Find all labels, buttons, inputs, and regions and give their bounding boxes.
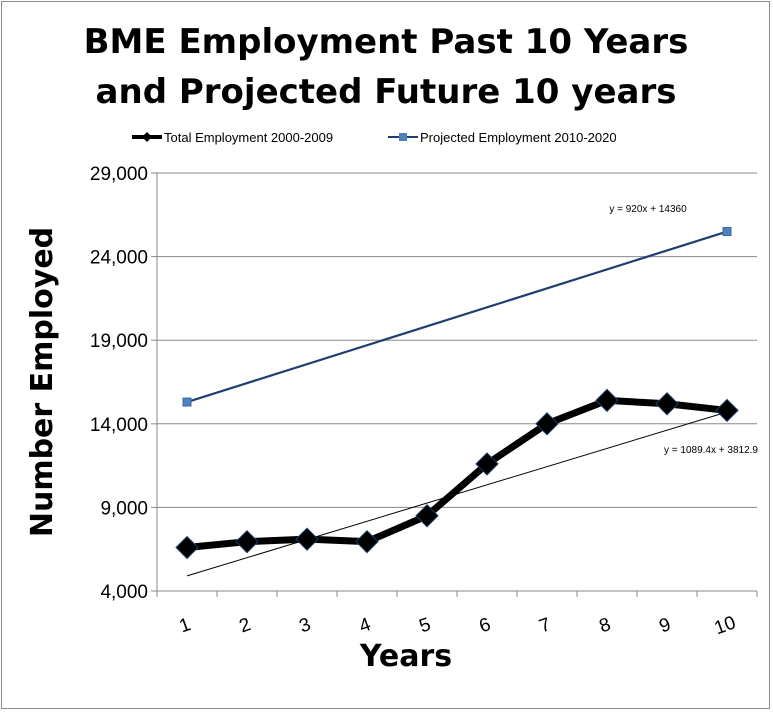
gridlines xyxy=(151,172,757,592)
legend-marker-projected xyxy=(399,133,407,141)
projected-point xyxy=(182,397,192,407)
trend-equation-total: y = 1089.4x + 3812.9 xyxy=(664,445,758,456)
x-tick-label: 10 xyxy=(712,612,739,639)
x-tick-label: 6 xyxy=(477,614,494,637)
series-group xyxy=(175,227,739,560)
y-tick-label: 24,000 xyxy=(90,248,148,269)
x-tick-label: 5 xyxy=(417,614,434,637)
y-axis-title: Number Employed xyxy=(25,227,60,537)
x-tick-label: 2 xyxy=(237,614,254,637)
total-point xyxy=(295,527,319,551)
total-point xyxy=(415,504,439,528)
x-tick-label: 8 xyxy=(597,614,614,637)
y-tick-label: 29,000 xyxy=(90,164,148,185)
x-tick-label: 7 xyxy=(537,614,554,637)
total-point xyxy=(595,388,619,413)
legend-label-total: Total Employment 2000-2009 xyxy=(164,130,333,145)
total-point xyxy=(715,398,739,423)
trend-equation-projected: y = 920x + 14360 xyxy=(609,204,687,215)
x-tick-label: 1 xyxy=(177,614,194,637)
x-tick-label: 9 xyxy=(657,614,674,637)
total-point xyxy=(235,529,259,554)
total-point xyxy=(355,529,379,554)
axes xyxy=(156,173,758,597)
y-tick-labels: 4,000 9,000 14,000 19,000 24,000 29,000 xyxy=(90,164,148,603)
total-point xyxy=(535,412,559,436)
y-tick-label: 9,000 xyxy=(100,498,148,519)
y-tick-label: 19,000 xyxy=(90,331,148,352)
legend: Total Employment 2000-2009 Projected Empl… xyxy=(132,130,617,145)
projected-point xyxy=(722,227,732,237)
x-axis-title: Years xyxy=(359,639,452,674)
x-tick-label: 4 xyxy=(357,614,375,637)
total-point xyxy=(475,452,499,476)
chart-title-line2: and Projected Future 10 years xyxy=(96,72,677,112)
trendlines: y = 920x + 14360 y = 1089.4x + 3812.9 xyxy=(186,204,758,577)
legend-label-projected: Projected Employment 2010-2020 xyxy=(420,130,617,145)
series-line-total xyxy=(186,396,728,552)
x-tick-label: 3 xyxy=(297,614,314,637)
x-tick-labels: 1 2 3 4 5 6 7 8 9 10 xyxy=(177,612,739,639)
series-line-projected xyxy=(186,230,728,404)
legend-marker-total xyxy=(142,132,152,142)
chart-title-line1: BME Employment Past 10 Years xyxy=(84,22,689,62)
y-tick-label: 4,000 xyxy=(100,582,148,603)
total-point xyxy=(175,535,199,560)
total-point xyxy=(655,392,679,416)
y-tick-label: 14,000 xyxy=(90,415,148,436)
